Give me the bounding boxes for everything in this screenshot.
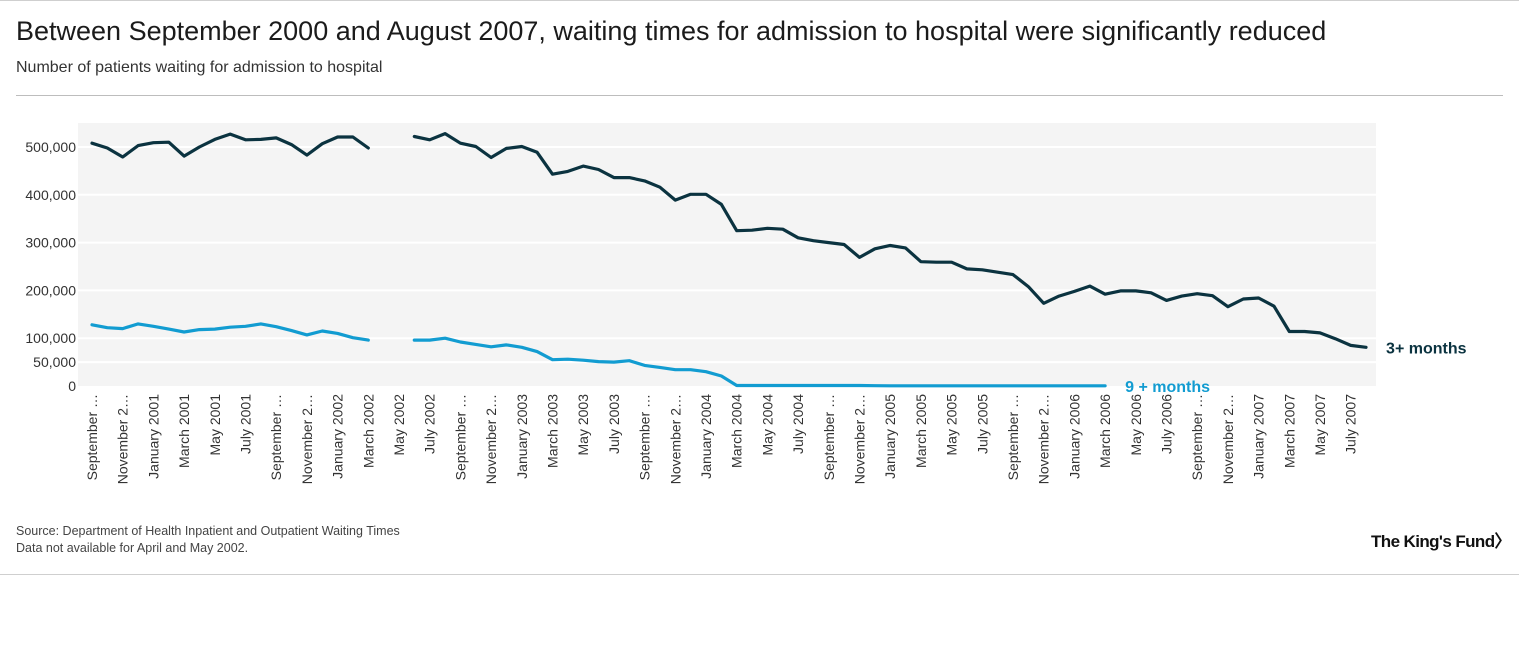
x-tick-label: September … [268, 394, 284, 480]
x-tick-label: September … [1005, 394, 1021, 480]
top-border [0, 0, 1519, 1]
x-tick-label: September … [452, 394, 468, 480]
data-note: Data not available for April and May 200… [16, 541, 249, 555]
x-tick-label: July 2006 [1159, 394, 1175, 454]
x-tick-label: March 2005 [913, 394, 929, 468]
series-line-0 [90, 132, 1368, 349]
x-tick-label: November 2… [1220, 394, 1236, 484]
source-note: Source: Department of Health Inpatient a… [16, 523, 400, 557]
x-tick-label: May 2002 [391, 394, 407, 456]
y-tick-label: 0 [68, 378, 76, 394]
chart-title: Between September 2000 and August 2007, … [16, 16, 1327, 46]
x-tick-label: January 2002 [330, 394, 346, 479]
x-tick-label: July 2003 [606, 394, 622, 454]
x-tick-label: November 2… [667, 394, 683, 484]
x-tick-label: July 2007 [1343, 394, 1359, 454]
x-tick-label: January 2001 [145, 394, 161, 479]
x-tick-label: March 2007 [1281, 394, 1297, 468]
x-tick-label: March 2002 [360, 394, 376, 468]
x-tick-label: March 2001 [176, 394, 192, 468]
header-divider [16, 95, 1503, 96]
x-tick-label: January 2005 [882, 394, 898, 479]
kings-fund-logo[interactable]: The King's Fund〉 [1371, 527, 1512, 552]
series-labels: 3+ months 9 + months [1125, 340, 1467, 395]
x-tick-label: July 2002 [422, 394, 438, 454]
x-tick-label: May 2006 [1128, 394, 1144, 456]
bottom-border [0, 574, 1519, 575]
x-tick-label: July 2004 [790, 394, 806, 454]
gridlines [78, 146, 1376, 364]
source-text: Source: Department of Health Inpatient a… [16, 524, 400, 538]
series-lines [90, 132, 1368, 388]
x-tick-label: May 2005 [944, 394, 960, 456]
x-tick-label: September … [821, 394, 837, 480]
x-tick-label: March 2004 [729, 394, 745, 468]
plot-background [78, 123, 1376, 386]
x-tick-label: January 2003 [514, 394, 530, 479]
x-tick-label: July 2001 [238, 394, 254, 454]
chevron-right-icon: 〉 [1494, 532, 1511, 551]
x-tick-label: November 2… [115, 394, 131, 484]
y-tick-label: 300,000 [25, 235, 76, 251]
x-tick-label: September … [1189, 394, 1205, 480]
x-tick-label: November 2… [1036, 394, 1052, 484]
x-tick-label: November 2… [852, 394, 868, 484]
line-chart: 0 50,000 100,000 200,000 300,000 400,000 500,0… [25, 123, 1467, 484]
y-tick-label: 100,000 [25, 330, 76, 346]
x-tick-label: January 2007 [1251, 394, 1267, 479]
x-tick-label: November 2… [483, 394, 499, 484]
chart-subtitle: Number of patients waiting for admission… [16, 59, 383, 76]
x-tick-label: March 2006 [1097, 394, 1113, 468]
series-label-1: 9 + months [1125, 379, 1210, 396]
x-tick-label: September … [637, 394, 653, 480]
y-tick-label: 200,000 [25, 282, 76, 298]
x-tick-label: January 2006 [1066, 394, 1082, 479]
y-tick-label: 50,000 [33, 354, 76, 370]
x-tick-label: May 2001 [207, 394, 223, 456]
x-tick-label: May 2003 [575, 394, 591, 456]
x-tick-label: July 2005 [974, 394, 990, 454]
x-tick-label: May 2004 [759, 394, 775, 456]
logo-text: The King's Fund [1371, 532, 1495, 551]
x-tick-label: September … [84, 394, 100, 480]
series-line-1 [90, 322, 1107, 388]
x-tick-label: November 2… [299, 394, 315, 484]
x-tick-label: January 2004 [698, 394, 714, 479]
x-tick-label: March 2003 [545, 394, 561, 468]
x-axis-ticks: September … November 2… January 2001 March … [84, 394, 1359, 484]
y-tick-label: 400,000 [25, 187, 76, 203]
y-tick-label: 500,000 [25, 139, 76, 155]
x-tick-label: May 2007 [1312, 394, 1328, 456]
series-label-0: 3+ months [1386, 340, 1467, 357]
y-axis-ticks: 0 50,000 100,000 200,000 300,000 400,000 500,0… [25, 139, 76, 394]
